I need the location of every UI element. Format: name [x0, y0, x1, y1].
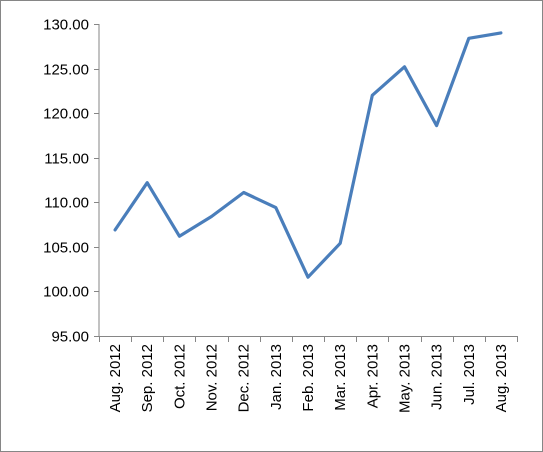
x-axis: Aug. 2012 Sep. 2012 Oct. 2012 Nov. 2012 Dec.…	[99, 336, 518, 413]
series-line	[113, 31, 503, 279]
y-tick-label: 125.00	[43, 62, 89, 79]
x-tick-label: Jun. 2013	[429, 344, 446, 410]
x-tick-label: Aug. 2013	[493, 344, 510, 412]
y-tick-label: 105.00	[43, 240, 89, 257]
data-point	[146, 181, 149, 184]
x-tick-label: Dec. 2012	[236, 344, 253, 412]
x-tick-label: May. 2013	[396, 344, 413, 413]
x-tick-label: Feb. 2013	[300, 344, 317, 412]
y-tick-label: 120.00	[43, 106, 89, 123]
data-point	[210, 215, 213, 218]
y-tick-label: 115.00	[44, 151, 89, 168]
data-point	[306, 275, 310, 279]
data-point	[178, 234, 181, 238]
data-point	[403, 65, 406, 68]
data-point	[371, 94, 374, 97]
x-tick-label: Sep. 2012	[139, 344, 156, 412]
x-tick-label: Mar. 2013	[332, 344, 349, 411]
x-tick-label: Jan. 2013	[268, 344, 285, 410]
data-point	[499, 31, 503, 35]
x-tick-label: Oct. 2012	[171, 344, 188, 409]
data-point	[274, 206, 278, 209]
y-tick-label: 95.00	[51, 329, 89, 346]
data-point	[242, 191, 245, 194]
data-point	[467, 37, 470, 40]
y-tick-label: 130.00	[43, 17, 89, 34]
data-point	[435, 124, 438, 127]
series-group	[113, 31, 503, 279]
data-point	[113, 228, 117, 232]
data-point	[338, 242, 342, 245]
y-tick-label: 100.00	[43, 284, 89, 301]
y-tick-label: 110.00	[44, 195, 89, 212]
x-tick-label: Apr. 2013	[364, 344, 381, 408]
x-tick-label: Nov. 2012	[204, 344, 221, 411]
x-tick-label: Jul. 2013	[461, 344, 478, 405]
y-axis: 95.00 100.00 105.00 110.00 115.00 120.00 125.0…	[43, 17, 100, 346]
x-tick-label: Aug. 2012	[107, 344, 124, 412]
